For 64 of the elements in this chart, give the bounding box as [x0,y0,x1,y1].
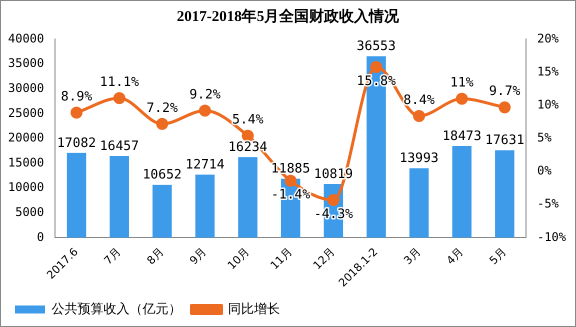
bar [152,184,172,238]
y-tick-label: 10000 [8,180,44,194]
y-tick-label: 30000 [8,80,44,95]
data-label: 7.2% [146,100,178,116]
y2-tick-label: -10% [537,230,567,244]
y2-tick-label: 5% [537,130,552,145]
data-label: 11% [450,76,474,91]
legend-label: 公共预算收入（亿元） [52,302,182,317]
data-label: 17082 [56,136,96,151]
bar [66,152,86,238]
y2-tick-label: 20% [537,31,560,46]
y-tick-label: 5000 [15,205,44,220]
y-tick-label: 15000 [8,155,44,170]
bar [110,156,129,238]
data-label: 12714 [185,157,225,172]
bar [409,168,429,238]
data-label: 16457 [100,138,139,154]
x-tick-label: 10月 [225,245,252,272]
x-tick-label: 3月 [401,245,424,268]
data-label: 8.9% [60,90,92,105]
data-label: 10652 [142,168,182,183]
point [370,60,382,73]
data-label: 15.8% [356,74,396,89]
data-label: 36553 [356,39,396,54]
y-tick-label: 20000 [8,130,44,145]
legend-label: 同比增长 [228,302,280,317]
y-tick-label: 35000 [8,56,44,70]
point [198,104,211,117]
data-label: 18473 [442,128,482,144]
y2-tick-label: -5% [537,196,560,211]
x-tick-label: 4月 [444,245,466,268]
chart-title: 2017-2018年5月全国财政收入情况 [176,7,400,26]
data-label: 9.7% [489,84,521,100]
point [413,110,426,122]
y2-tick-label: 15% [537,64,560,78]
y2-tick-label: 0% [537,164,552,178]
point [327,194,340,206]
x-tick-label: 12月 [310,245,338,272]
bar [195,174,215,238]
data-label: 11.1% [100,74,140,90]
point [156,118,168,130]
data-label: 5.4% [232,112,264,128]
y-tick-label: 25000 [8,106,44,120]
point [498,101,511,114]
data-label: 13993 [399,151,439,166]
data-label: 8.4% [403,92,435,108]
x-tick-label: 5月 [486,245,509,268]
y-tick-label: 0 [36,230,44,244]
point [113,92,126,104]
point [456,92,468,105]
point [70,106,83,119]
data-label: 9.2% [189,88,221,103]
data-label: 17631 [485,133,524,148]
bar [452,146,472,238]
x-tick-label: 9月 [187,245,210,268]
y2-tick-label: 10% [537,97,560,112]
bar [238,157,258,238]
x-tick-label: 11月 [268,245,295,272]
point [242,130,254,142]
bar [495,150,514,238]
y-tick-label: 40000 [8,31,44,46]
x-tick-label: 8月 [144,245,166,268]
x-tick-label: 7月 [102,245,124,268]
point [284,174,297,187]
